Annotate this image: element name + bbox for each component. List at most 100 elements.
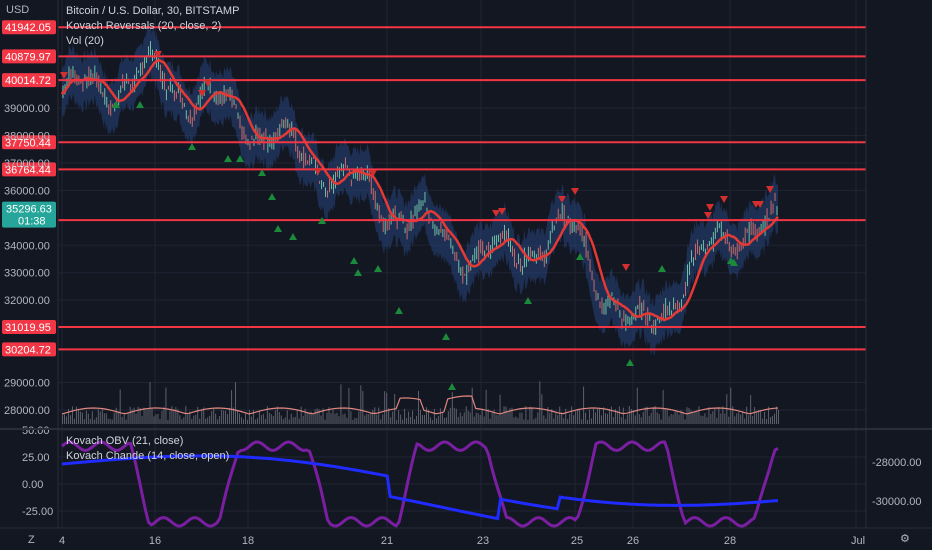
volume-bar [332, 409, 334, 424]
volume-bar [93, 419, 95, 424]
volume-bar [670, 414, 672, 424]
volume-bar [239, 413, 241, 424]
volume-bar [604, 413, 606, 424]
buy-marker [524, 297, 532, 304]
volume-bar [517, 418, 519, 424]
volume-bar [680, 410, 682, 424]
volume-bar [648, 415, 650, 424]
buy-marker [289, 233, 297, 240]
volume-bar [630, 408, 632, 424]
volume-bar [523, 419, 525, 424]
volume-bar [722, 406, 724, 424]
volume-bar [420, 410, 421, 424]
volume-bar [69, 415, 71, 424]
volume-bar [258, 411, 260, 424]
volume-bar [624, 419, 626, 424]
volume-bar [266, 406, 268, 424]
volume-bar [241, 417, 242, 424]
current-price-value: 35296.63 [6, 204, 52, 216]
volume-bar [698, 406, 700, 424]
volume-bar [77, 408, 79, 424]
settings-icon[interactable]: ⚙ [900, 533, 910, 545]
volume-bar [372, 409, 374, 424]
volume-bar [479, 414, 481, 424]
volume-bar [115, 407, 117, 424]
indicator-kovach-reversals[interactable]: Kovach Reversals (20, close, 2) [66, 20, 222, 32]
volume-bar [571, 406, 573, 424]
volume-bar [185, 406, 187, 424]
volume-bar [410, 416, 412, 424]
volume-bar [342, 414, 344, 424]
volume-bar [710, 413, 712, 424]
buy-marker [268, 193, 276, 200]
volume-bar [215, 413, 217, 424]
volume-bar [306, 412, 308, 424]
volume-bar [778, 409, 779, 424]
volume-bar [445, 417, 447, 424]
volume-bar [487, 408, 489, 424]
volume-bar [553, 418, 555, 424]
volume-bar [73, 418, 75, 424]
volume-bar [143, 407, 145, 424]
volume-bar [197, 406, 199, 424]
volume-bar [640, 417, 642, 424]
volume-bar [320, 415, 322, 424]
volume-bar [463, 412, 465, 424]
volume-bar [213, 407, 215, 424]
volume-bar [284, 417, 286, 424]
volume-bar [225, 410, 227, 424]
volume-bar [599, 407, 600, 424]
volume-bar [159, 419, 161, 424]
volume-bar [312, 414, 314, 424]
indicator-kovach-obv[interactable]: Kovach OBV (21, close) [66, 435, 184, 447]
volume-bar [547, 407, 549, 424]
chart-title: Bitcoin / U.S. Dollar, 30, BITSTAMP [66, 5, 240, 17]
volume-bar [109, 418, 111, 424]
obv-line [61, 454, 779, 521]
volume-bar [457, 416, 459, 424]
volume-bar [388, 408, 390, 424]
volume-bar [754, 407, 756, 424]
buy-marker [236, 155, 244, 162]
volume-bar [507, 411, 509, 424]
volume-bar [692, 412, 694, 424]
level-tag [2, 162, 56, 177]
volume-bar [360, 385, 362, 424]
volume-bar [614, 409, 616, 424]
volume-bar [223, 410, 225, 424]
volume-bar [656, 412, 658, 424]
volume-bar [644, 407, 646, 424]
candles [62, 41, 778, 335]
volume-bar [545, 418, 547, 424]
volume-bar [384, 391, 386, 424]
price-tick-label: 36000.00 [4, 185, 50, 197]
volume-bar [193, 415, 195, 424]
volume-bar [71, 406, 73, 424]
volume-bar [748, 415, 750, 424]
sell-marker [60, 72, 68, 79]
volume-bar [260, 415, 262, 424]
sell-marker [766, 186, 774, 193]
chande-line [61, 440, 779, 528]
volume-bar [346, 417, 348, 424]
volume-bar [579, 409, 581, 424]
volume-bar [577, 408, 579, 424]
volume-bar [646, 406, 648, 424]
volume-bar [111, 419, 113, 424]
volume-bar [662, 390, 664, 424]
volume-bar [244, 413, 246, 424]
indicator-volume[interactable]: Vol (20) [66, 35, 104, 47]
volume-bar [595, 412, 597, 424]
volume-bar [167, 419, 169, 424]
timezone-button[interactable]: Z [28, 534, 35, 546]
volume-bar [682, 411, 684, 424]
volume-bar [563, 418, 565, 424]
volume-bar [161, 410, 163, 424]
volume-bar [652, 407, 654, 424]
volume-bar [286, 410, 288, 424]
indicator-kovach-chande[interactable]: Kovach Chande (14, close, open) [66, 450, 230, 462]
volume-bar [515, 416, 517, 424]
volume-bar [718, 406, 720, 424]
buy-marker [626, 359, 634, 366]
